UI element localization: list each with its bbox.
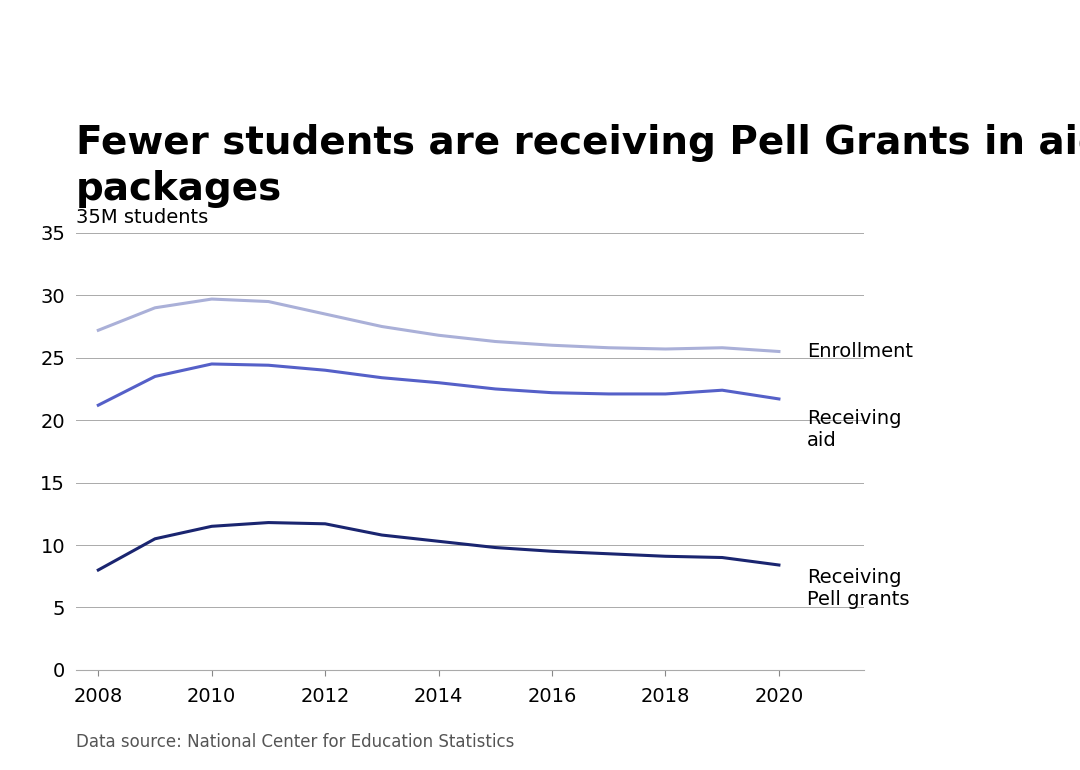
Text: Receiving
Pell grants: Receiving Pell grants	[807, 567, 909, 608]
Text: Enrollment: Enrollment	[807, 342, 914, 361]
Text: Fewer students are receiving Pell Grants in aid: Fewer students are receiving Pell Grants…	[76, 124, 1080, 162]
Text: 35M students: 35M students	[76, 208, 207, 226]
Text: Receiving
aid: Receiving aid	[807, 409, 902, 450]
Text: packages: packages	[76, 170, 282, 208]
Text: Data source: National Center for Education Statistics: Data source: National Center for Educati…	[76, 733, 514, 751]
